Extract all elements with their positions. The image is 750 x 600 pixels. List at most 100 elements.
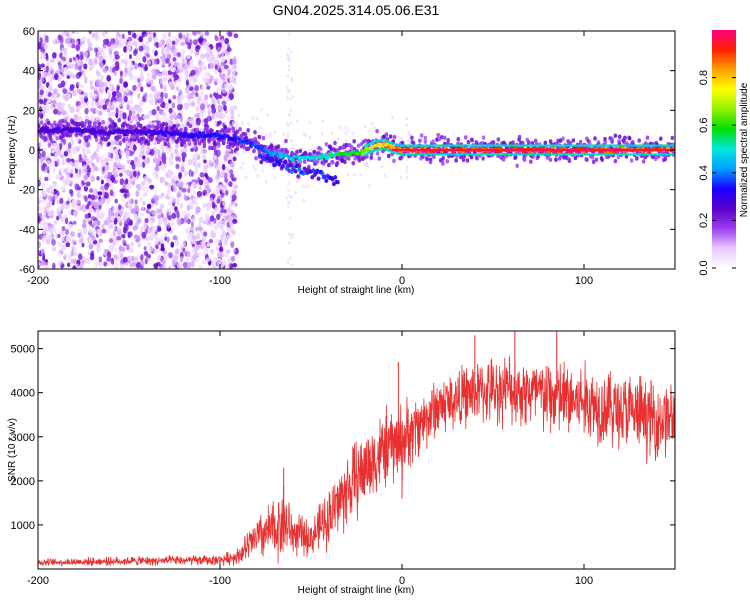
noise-point [282,132,286,136]
noise-point [54,38,60,44]
noise-point [118,204,122,210]
noise-point [166,224,170,230]
noise-point [232,177,238,182]
noise-point [288,194,291,198]
ridge-halo-point [101,120,105,125]
noise-point [224,166,229,171]
noise-point [391,115,394,120]
noise-point [106,178,110,184]
noise-point [242,149,246,154]
ridge-point [217,137,221,141]
noise-point [129,231,133,237]
noise-point [222,246,226,253]
noise-point [86,217,92,222]
noise-point [112,102,116,109]
noise-point [205,257,211,262]
noise-point [158,72,163,79]
noise-point [95,69,99,75]
ridge-point [70,129,75,134]
ridge-point [325,157,330,161]
noise-point [39,89,44,96]
noise-point [101,190,105,197]
noise-point [219,39,225,44]
noise-point [225,51,231,56]
ridge-core-point [511,148,515,152]
noise-point [218,239,222,244]
noise-point [106,108,111,113]
noise-point [186,54,191,60]
noise-point [75,205,81,211]
ridge-halo-point [39,120,44,125]
ridge-halo-point [318,146,323,152]
noise-point [224,251,229,258]
noise-point [66,200,70,205]
ridge-halo-point [568,140,573,146]
noise-point [177,52,181,58]
ridge-halo-point [465,158,470,163]
noise-point [54,73,59,81]
ridge-halo-point [187,141,192,146]
noise-point [221,42,226,49]
noise-point [232,105,235,110]
noise-point [229,58,233,66]
noise-point [76,186,81,191]
noise-point [58,62,62,70]
noise-point [198,264,202,269]
noise-point [231,115,234,120]
ridge-halo-point [231,126,235,131]
noise-point [71,90,77,96]
noise-point [158,41,162,48]
noise-point [86,148,91,155]
noise-point [187,101,191,107]
ridge-halo-point [436,132,441,138]
noise-point [94,260,99,268]
noise-point [99,74,105,81]
noise-point [67,142,72,150]
ridge-core-point [500,148,504,152]
noise-point [287,64,291,68]
noise-point [180,54,184,59]
noise-point [81,259,85,266]
ridge-halo-point [466,139,471,145]
ridge-halo-point [513,155,517,160]
noise-point [288,241,291,245]
noise-point [38,261,41,266]
noise-point [167,119,172,125]
ridge-core-point [592,148,596,152]
noise-point [215,188,220,194]
noise-point [157,91,161,98]
noise-point [67,93,71,99]
noise-point [151,210,155,215]
noise-point [138,101,144,107]
ridge-halo-point [213,142,217,147]
noise-point [82,73,87,79]
noise-point [268,132,272,136]
noise-point [266,113,269,117]
noise-point [232,247,236,253]
noise-point [173,254,179,262]
noise-point [229,76,233,83]
noise-point [197,95,202,101]
noise-point [57,252,62,257]
noise-point [234,202,238,207]
noise-point [344,131,348,135]
noise-point [68,253,72,260]
noise-point [213,154,217,160]
ridge-halo-point [257,134,262,140]
noise-point [194,152,200,159]
noise-point [211,193,216,199]
ridge-halo-point [210,128,214,134]
ridge-halo-point [613,133,618,138]
noise-point [150,85,156,92]
noise-point [56,57,60,64]
noise-point [226,235,230,241]
noise-point [61,68,67,74]
noise-point [98,238,104,243]
ridge-point [92,128,96,132]
noise-point [178,32,183,39]
noise-point [54,132,57,138]
ridge-halo-point [136,121,141,126]
noise-point [94,209,98,214]
ridge-core-point [489,148,493,152]
noise-point [286,95,289,99]
